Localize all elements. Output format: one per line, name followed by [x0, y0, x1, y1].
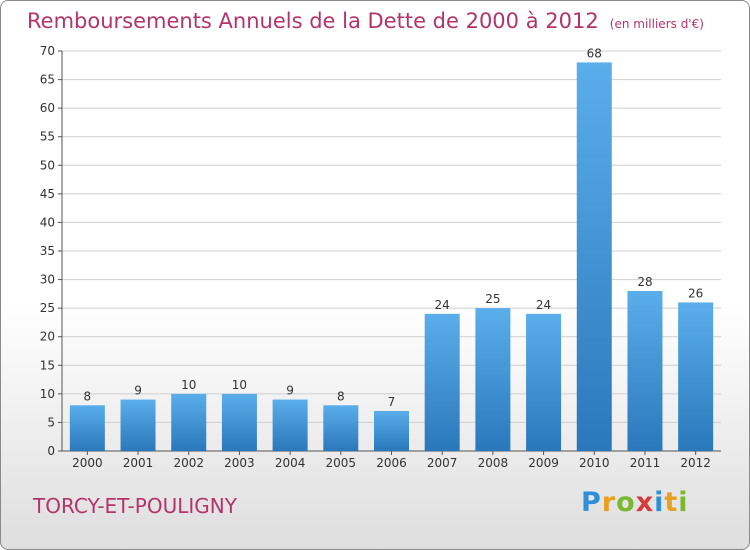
brand-letter: t: [664, 487, 679, 518]
x-tick-label: 2007: [427, 456, 458, 470]
brand-letter: o: [616, 487, 636, 518]
y-tick-label: 15: [40, 358, 55, 372]
x-tick-label: 2000: [72, 456, 103, 470]
brand-letter: i: [678, 487, 689, 518]
x-tick-label: 2012: [680, 456, 711, 470]
data-label: 68: [587, 46, 602, 60]
bar: [69, 405, 105, 451]
data-label: 28: [637, 275, 652, 289]
grid: [62, 50, 721, 452]
y-tick-label: 10: [40, 387, 55, 401]
x-tick-label: 2008: [478, 456, 509, 470]
bar: [323, 405, 359, 451]
bar: [424, 313, 460, 451]
data-label: 7: [388, 395, 396, 409]
data-label: 9: [286, 384, 294, 398]
brand-letter: i: [654, 487, 665, 518]
data-label: 25: [485, 292, 500, 306]
y-tick-label: 20: [40, 330, 55, 344]
brand-letter: r: [601, 487, 617, 518]
data-label: 9: [134, 384, 142, 398]
bar: [272, 399, 308, 451]
x-tick-label: 2002: [173, 456, 204, 470]
x-tick-label: 2010: [579, 456, 610, 470]
data-label: 8: [84, 389, 92, 403]
bar: [120, 399, 156, 451]
x-tick-label: 2001: [123, 456, 154, 470]
bars: [69, 62, 714, 452]
y-tick-label: 65: [40, 73, 55, 87]
x-tick-label: 2005: [326, 456, 357, 470]
chart-title: Remboursements Annuels de la Dette de 20…: [27, 9, 704, 33]
x-tick-label: 2009: [528, 456, 559, 470]
y-tick-label: 70: [40, 44, 55, 58]
chart-title-text: Remboursements Annuels de la Dette de 20…: [27, 9, 599, 33]
x-tick-label: 2003: [224, 456, 255, 470]
y-tick-label: 60: [40, 101, 55, 115]
commune-name: TORCY-ET-POULIGNY: [33, 494, 237, 518]
data-label: 10: [181, 378, 196, 392]
data-label: 24: [536, 298, 551, 312]
bar: [526, 313, 562, 451]
y-tick-label: 55: [40, 130, 55, 144]
bar: [475, 308, 511, 451]
y-tick-label: 50: [40, 158, 55, 172]
data-label: 8: [337, 389, 345, 403]
y-tick-label: 35: [40, 244, 55, 258]
brand-letter: x: [635, 487, 655, 518]
bar: [627, 291, 663, 451]
bar: [374, 411, 409, 451]
data-label: 24: [435, 298, 450, 312]
y-tick-label: 25: [40, 301, 55, 315]
y-tick-label: 30: [40, 273, 55, 287]
y-tick-label: 45: [40, 187, 55, 201]
brand-logo: Proxiti: [581, 487, 689, 518]
x-tick-label: 2006: [376, 456, 407, 470]
bar: [221, 393, 257, 451]
labels: 2000 8 2001 9 2002 10 2003 10 2004 9 2005 8 2006 7 200…: [72, 46, 711, 470]
chart-unit: (en milliers d'€): [609, 17, 704, 31]
bar: [576, 62, 612, 452]
bar: [171, 393, 207, 451]
y-tick-label: 40: [40, 215, 55, 229]
x-tick-label: 2004: [275, 456, 306, 470]
data-label: 26: [688, 286, 703, 300]
y-tick-label: 0: [47, 444, 55, 458]
bar: [678, 302, 714, 451]
y-tick-label: 5: [47, 415, 55, 429]
data-label: 10: [232, 378, 247, 392]
brand-letter: P: [581, 487, 602, 518]
x-tick-label: 2011: [630, 456, 661, 470]
